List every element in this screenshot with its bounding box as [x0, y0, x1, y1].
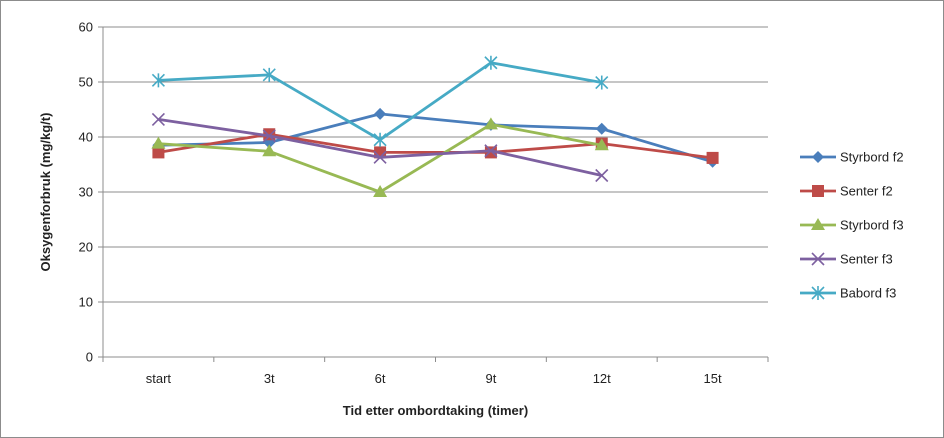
legend-item: Senter f2: [800, 184, 893, 199]
series-line: [158, 112, 713, 164]
data-point: [595, 122, 608, 135]
y-tick-label: 30: [79, 185, 93, 200]
x-axis-title: Tid etter ombordtaking (timer): [343, 403, 528, 418]
data-point: [262, 144, 277, 157]
data-point: [151, 136, 166, 149]
legend-label: Babord f3: [840, 286, 896, 301]
legend-item: Senter f3: [800, 252, 893, 267]
y-tick-label: 20: [79, 240, 93, 255]
data-point: [262, 67, 276, 82]
series-group: [151, 55, 719, 197]
legend-item: Styrbord f2: [800, 150, 904, 165]
data-point: [374, 107, 387, 120]
x-tick-label: 3t: [264, 371, 275, 386]
legend-swatch-marker: [811, 286, 825, 300]
data-point: [152, 146, 165, 159]
legend-swatch-marker: [811, 252, 825, 266]
series-styrbord-f3: [151, 117, 609, 197]
legend-swatch-marker: [812, 185, 824, 197]
y-axis-ticks: 0 10 20 30 40 50 60: [79, 20, 103, 365]
y-axis-title: Oksygenforbruk (mg/kg/t): [38, 113, 53, 272]
x-tick-label: 9t: [485, 371, 496, 386]
data-point: [595, 168, 609, 183]
series-babord-f3: [151, 55, 609, 147]
y-tick-label: 40: [79, 130, 93, 145]
y-tick-label: 60: [79, 20, 93, 35]
y-tick-label: 10: [79, 295, 93, 310]
data-point: [484, 146, 497, 159]
series-senter-f3: [151, 112, 609, 183]
x-tick-label: 6t: [375, 371, 386, 386]
data-point: [594, 138, 609, 151]
legend-item: Styrbord f3: [800, 218, 904, 233]
x-tick-label: 12t: [593, 371, 611, 386]
data-point: [373, 150, 387, 164]
x-tick-label: start: [146, 371, 172, 386]
y-tick-label: 50: [79, 75, 93, 90]
legend-label: Senter f2: [840, 184, 893, 199]
series-line: [158, 132, 713, 160]
legend-label: Styrbord f3: [840, 218, 904, 233]
x-tick-label: 15t: [704, 371, 722, 386]
data-point: [595, 75, 609, 90]
gridlines: [103, 26, 768, 303]
data-point: [484, 144, 498, 158]
data-point: [484, 55, 498, 70]
data-point: [262, 129, 276, 143]
data-point: [706, 151, 719, 164]
series-senter-f2: [152, 128, 719, 164]
legend-label: Senter f3: [840, 252, 893, 267]
legend-swatch-marker: [811, 218, 825, 230]
legend-swatch-marker: [812, 151, 824, 163]
data-point: [373, 132, 387, 147]
data-point: [483, 117, 498, 130]
legend-item: Babord f3: [800, 286, 896, 301]
x-axis: start 3t 6t 9t 12t 15t: [102, 27, 769, 386]
legend: Styrbord f2 Senter f2 Styrbord f3 Senter f3…: [800, 150, 904, 301]
y-tick-label: 0: [86, 350, 93, 365]
data-point: [151, 112, 165, 126]
data-point: [151, 73, 165, 88]
legend-label: Styrbord f2: [840, 150, 904, 165]
data-point: [373, 185, 388, 197]
